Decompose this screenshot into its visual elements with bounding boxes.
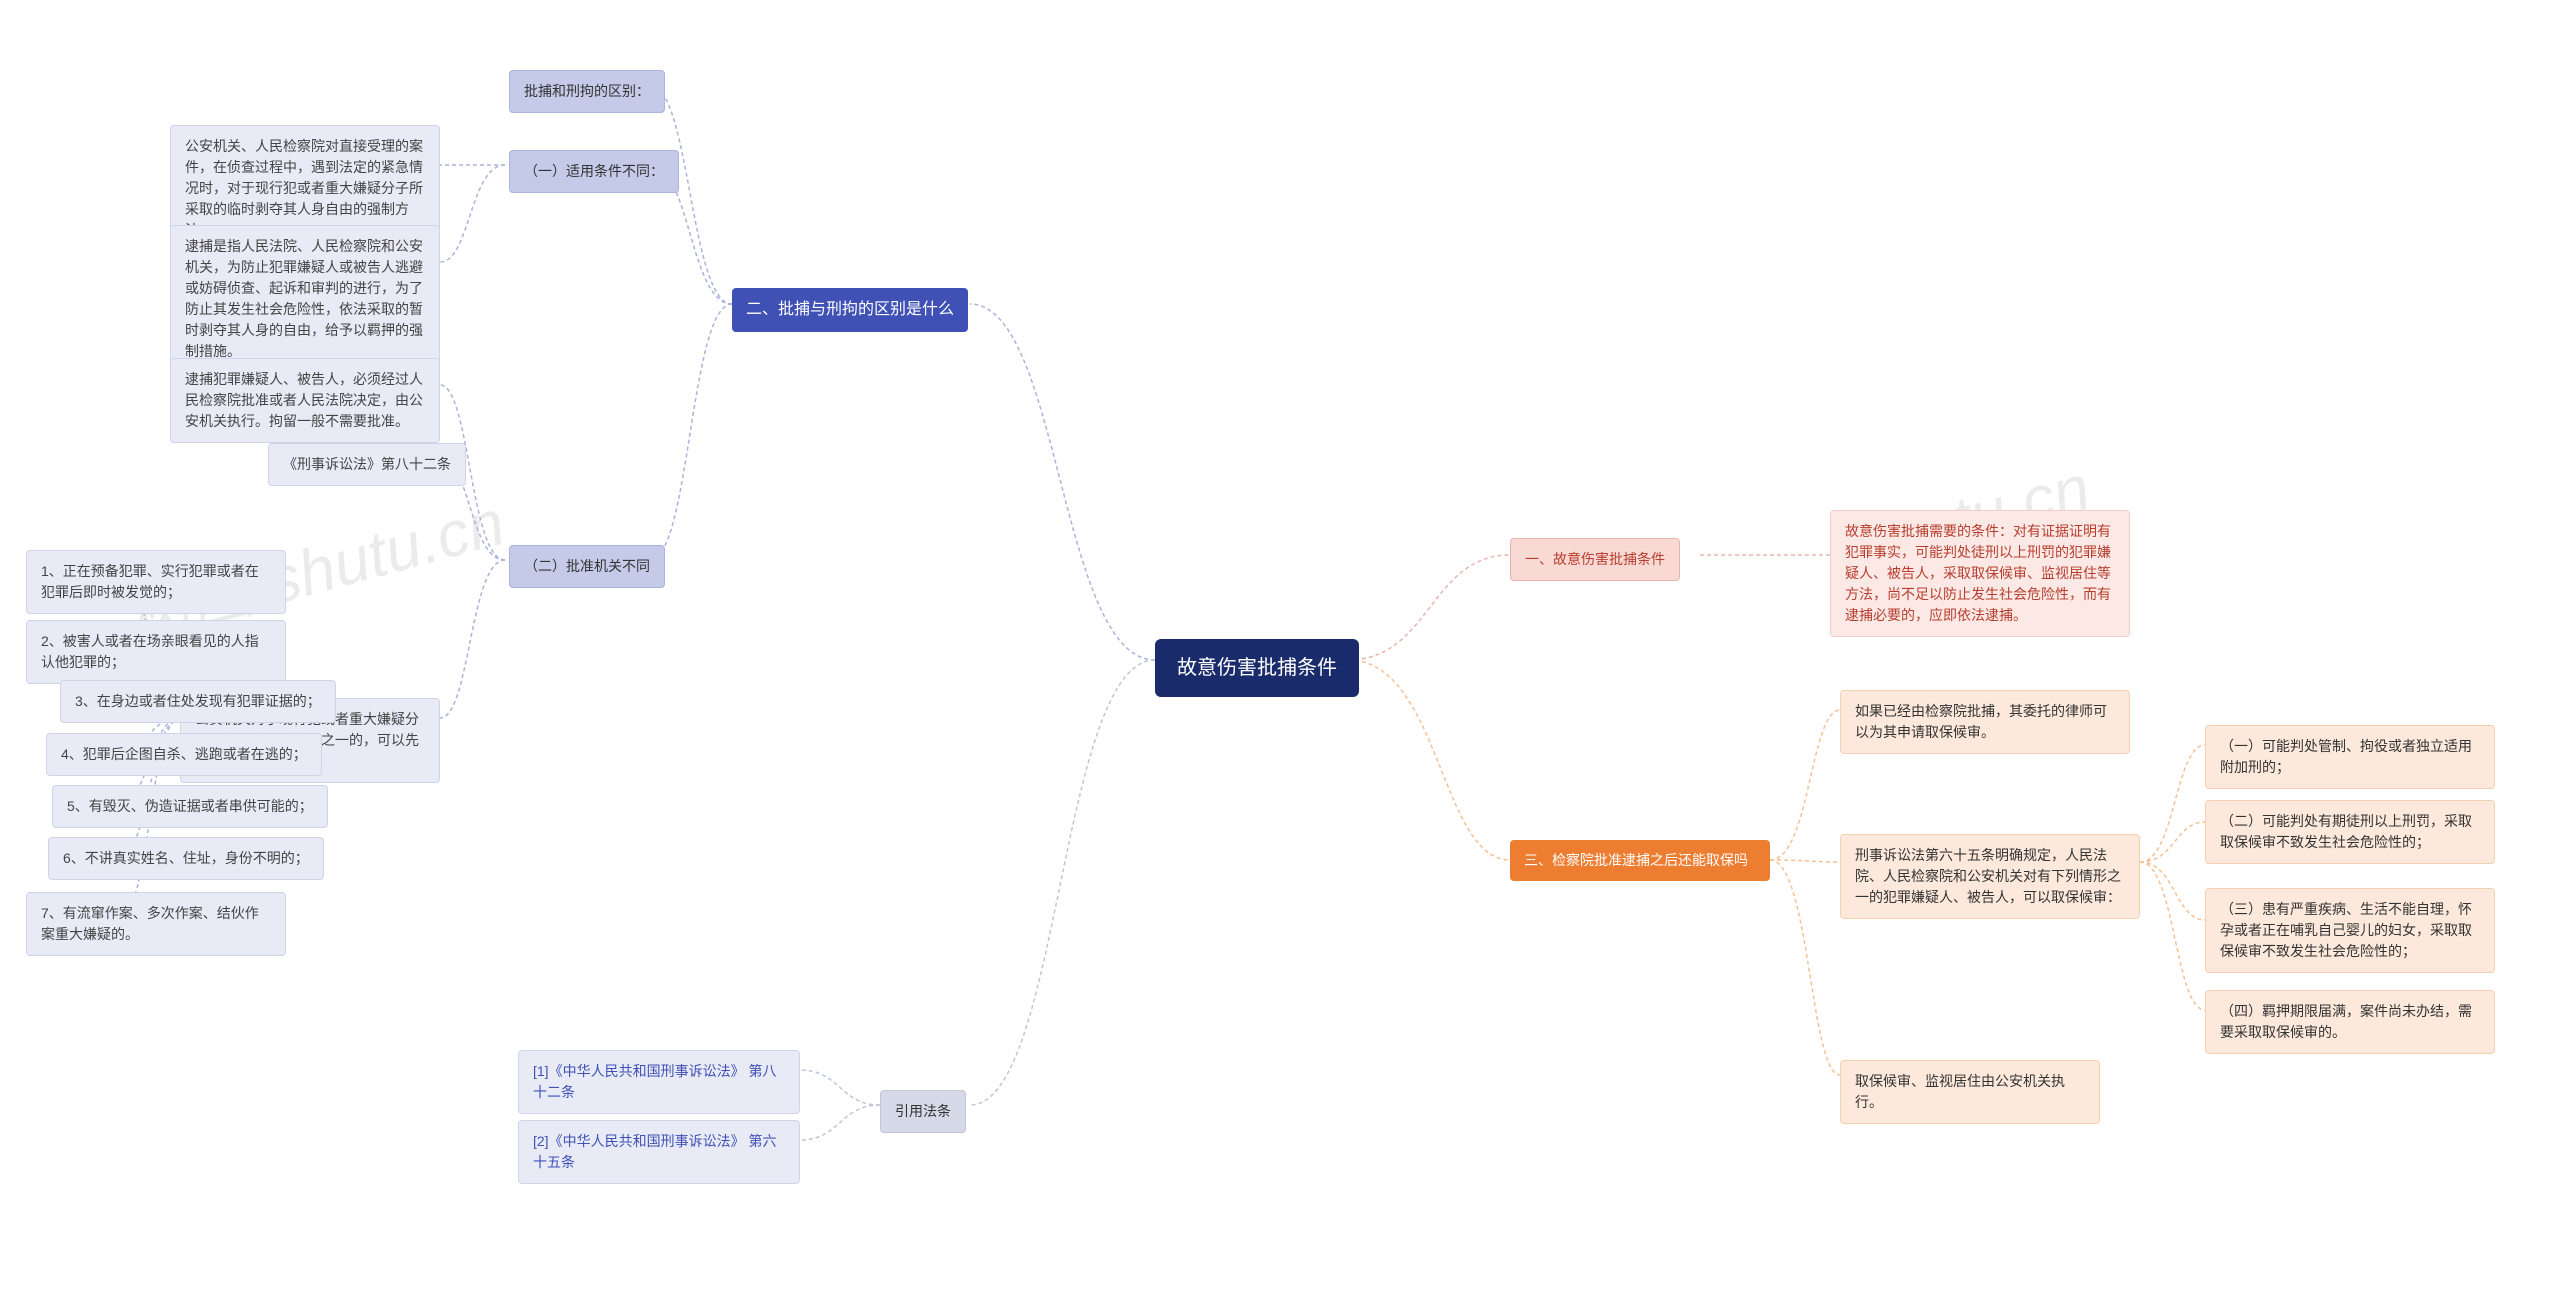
branch-2[interactable]: 二、批捕与刑拘的区别是什么 [732,288,968,332]
c3-i3-item-7[interactable]: 7、有流窜作案、多次作案、结伙作案重大嫌疑的。 [26,892,286,956]
branch-2-c3-i2[interactable]: 《刑事诉讼法》第八十二条 [268,443,466,486]
branch-3-c2-item-4[interactable]: （四）羁押期限届满，案件尚未办结，需要采取取保候审的。 [2205,990,2495,1054]
branch-1[interactable]: 一、故意伤害批捕条件 [1510,538,1680,581]
branch-1-child-1[interactable]: 故意伤害批捕需要的条件：对有证据证明有犯罪事实，可能判处徒刑以上刑罚的犯罪嫌疑人… [1830,510,2130,637]
c3-i3-item-1[interactable]: 1、正在预备犯罪、实行犯罪或者在犯罪后即时被发觉的； [26,550,286,614]
branch-4-c2[interactable]: [2]《中华人民共和国刑事诉讼法》 第六十五条 [518,1120,800,1184]
branch-3-child-2[interactable]: 刑事诉讼法第六十五条明确规定，人民法院、人民检察院和公安机关对有下列情形之一的犯… [1840,834,2140,919]
branch-3-c2-item-1[interactable]: （一）可能判处管制、拘役或者独立适用附加刑的； [2205,725,2495,789]
branch-3-child-3[interactable]: 取保候审、监视居住由公安机关执行。 [1840,1060,2100,1124]
c3-i3-item-4[interactable]: 4、犯罪后企图自杀、逃跑或者在逃的； [46,733,322,776]
c3-i3-item-5[interactable]: 5、有毁灭、伪造证据或者串供可能的； [52,785,328,828]
center-node[interactable]: 故意伤害批捕条件 [1155,639,1359,697]
branch-3-child-1[interactable]: 如果已经由检察院批捕，其委托的律师可以为其申请取保候审。 [1840,690,2130,754]
branch-2-c3-i1[interactable]: 逮捕犯罪嫌疑人、被告人，必须经过人民检察院批准或者人民法院决定，由公安机关执行。… [170,358,440,443]
branch-2-c2[interactable]: （一）适用条件不同： [509,150,679,193]
c3-i3-item-6[interactable]: 6、不讲真实姓名、住址，身份不明的； [48,837,324,880]
branch-4-c1[interactable]: [1]《中华人民共和国刑事诉讼法》 第八十二条 [518,1050,800,1114]
branch-3-c2-item-3[interactable]: （三）患有严重疾病、生活不能自理，怀孕或者正在哺乳自己婴儿的妇女，采取取保候审不… [2205,888,2495,973]
branch-3[interactable]: 三、检察院批准逮捕之后还能取保吗 [1510,840,1770,881]
branch-2-c2-i2[interactable]: 逮捕是指人民法院、人民检察院和公安机关，为防止犯罪嫌疑人或被告人逃避或妨碍侦查、… [170,225,440,373]
c3-i3-item-2[interactable]: 2、被害人或者在场亲眼看见的人指认他犯罪的； [26,620,286,684]
branch-3-c2-item-2[interactable]: （二）可能判处有期徒刑以上刑罚，采取取保候审不致发生社会危险性的； [2205,800,2495,864]
branch-2-c3[interactable]: （二）批准机关不同 [509,545,665,588]
branch-2-c1[interactable]: 批捕和刑拘的区别： [509,70,665,113]
c3-i3-item-3[interactable]: 3、在身边或者住处发现有犯罪证据的； [60,680,336,723]
branch-4[interactable]: 引用法条 [880,1090,966,1133]
